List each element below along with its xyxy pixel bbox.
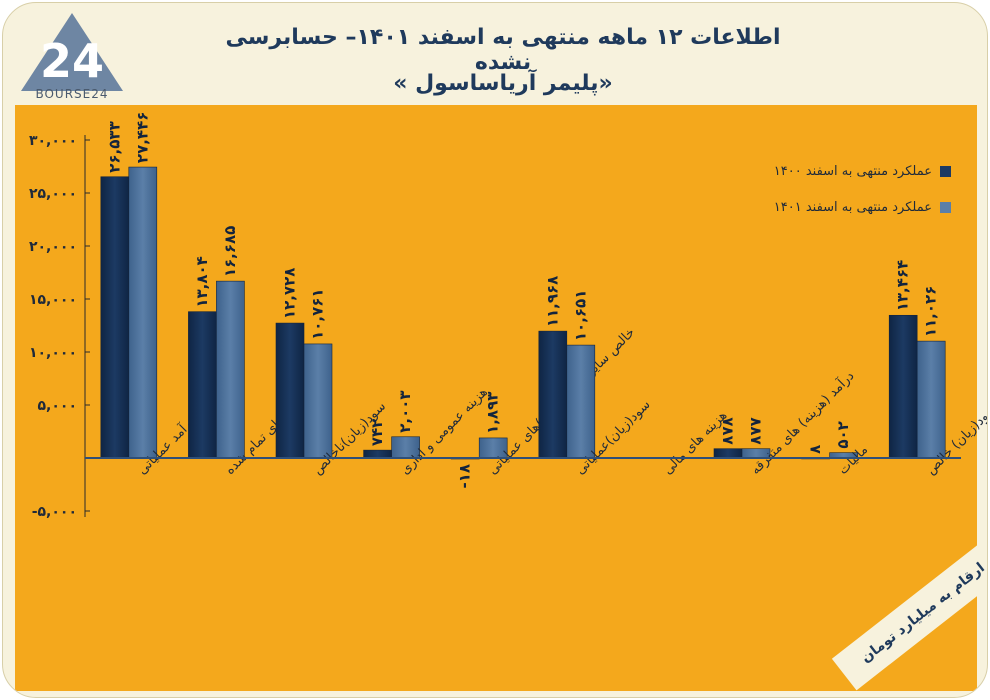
legend-item-1401: عملکرد منتهی به اسفند ۱۴۰۱ <box>751 189 951 225</box>
y-tick-label: ۲۰,۰۰۰ <box>29 239 77 255</box>
bar-series2-0 <box>128 166 158 459</box>
bar-chart: ۳۰,۰۰۰ ۲۵,۰۰۰ ۲۰,۰۰۰ ۱۵,۰۰۰ ۱۰,۰۰۰ ۵,۰۰۰ -۵,۰۰… <box>29 112 987 520</box>
legend: عملکرد منتهی به اسفند ۱۴۰۰ عملکرد منتهی … <box>751 153 951 225</box>
y-tick-label: ۲۵,۰۰۰ <box>29 186 77 202</box>
bar-series1-2 <box>275 322 305 459</box>
y-tick-label: ۳۰,۰۰۰ <box>29 133 77 149</box>
legend-label-1401: عملکرد منتهی به اسفند ۱۴۰۱ <box>773 199 932 215</box>
bar-series1-0 <box>100 176 130 459</box>
data-label: ۲۶,۵۳۳ <box>105 121 123 172</box>
data-label: ۱,۸۹۳ <box>484 392 502 434</box>
y-tick-label: -۵,۰۰۰ <box>32 504 77 520</box>
data-label: ۸۷۷ <box>747 417 765 444</box>
data-label: ۸۷۸ <box>719 417 737 444</box>
data-label: ۱۳,۴۶۴ <box>894 260 912 311</box>
y-tick-label: ۱۵,۰۰۰ <box>29 292 77 308</box>
bourse24-logo: 24 <box>21 13 123 91</box>
data-label: -۱۸ <box>456 464 474 489</box>
legend-swatch-1401 <box>940 201 951 213</box>
bar-series1-5 <box>538 330 568 459</box>
legend-swatch-1400 <box>940 165 951 177</box>
bar-series2-5 <box>566 344 596 459</box>
chart-title: اطلاعات ۱۲ ماهه منتهی به اسفند ۱۴۰۱– حسا… <box>225 25 781 75</box>
data-label: ۱۱,۰۲۶ <box>922 286 940 337</box>
y-tick-label: ۱۰,۰۰۰ <box>29 345 77 361</box>
logo-wordmark: BOURSE24 <box>35 87 109 101</box>
data-label: ۸ <box>806 445 824 454</box>
data-label: ۱۱,۹۶۸ <box>543 276 561 327</box>
data-label: ۱۰,۷۶۱ <box>309 288 327 339</box>
data-label: ۱۲,۷۲۸ <box>281 268 299 319</box>
data-label: ۵۰۲ <box>834 421 852 448</box>
data-label: ۲۷,۴۴۶ <box>133 112 151 163</box>
bar-series2-9 <box>916 340 946 459</box>
legend-label-1400: عملکرد منتهی به اسفند ۱۴۰۰ <box>773 163 932 179</box>
chart-subtitle: «پلیمر آریاساسول » <box>393 71 613 96</box>
bar-series1-9 <box>888 314 918 459</box>
data-label: ۱۳,۸۰۴ <box>193 256 211 307</box>
y-tick-label: ۵,۰۰۰ <box>38 398 78 414</box>
bar-series1-1 <box>188 311 217 459</box>
logo-mark: 24 <box>40 34 104 88</box>
plot-background <box>15 105 977 691</box>
bar-series1-7 <box>713 448 743 459</box>
data-label: ۱۰,۶۵۱ <box>571 290 589 341</box>
bar-series2-1 <box>216 280 245 459</box>
legend-item-1400: عملکرد منتهی به اسفند ۱۴۰۰ <box>751 153 951 189</box>
data-label: ۲,۰۰۳ <box>396 390 414 432</box>
data-label: ۷۴۲ <box>368 419 386 446</box>
bar-series2-2 <box>303 343 333 459</box>
data-label: ۱۶,۶۸۵ <box>221 226 239 277</box>
bar-series1-3 <box>363 449 392 459</box>
